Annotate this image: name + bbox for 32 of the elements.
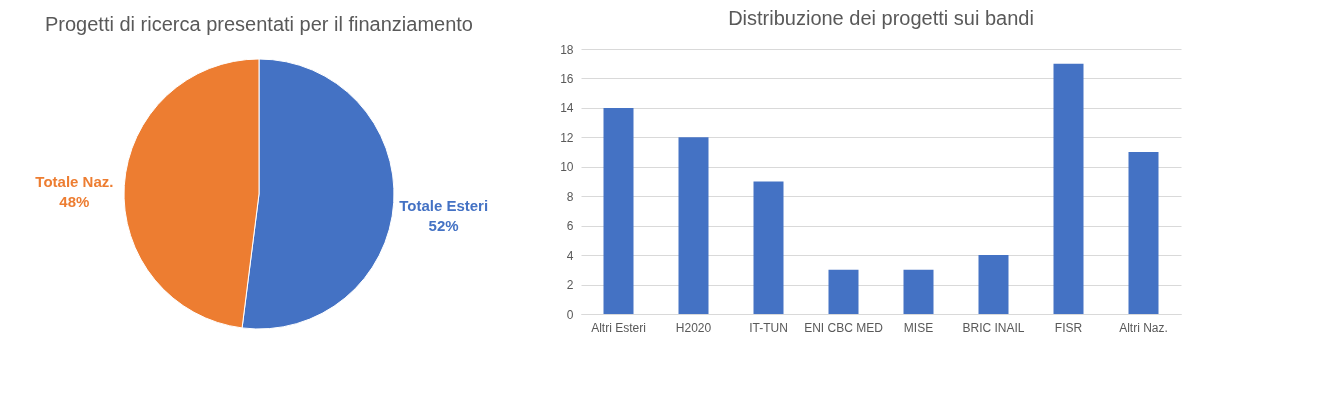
bar bbox=[1128, 152, 1159, 314]
bar bbox=[1053, 63, 1084, 314]
data-label: 48% bbox=[59, 193, 90, 211]
y-tick-label: 16 bbox=[560, 71, 574, 86]
bar bbox=[603, 107, 634, 314]
x-tick-label: FISR bbox=[1054, 320, 1083, 335]
y-tick-label: 2 bbox=[566, 278, 574, 293]
bar bbox=[753, 181, 784, 314]
y-tick-label: 8 bbox=[566, 189, 574, 204]
y-tick-label: 12 bbox=[560, 130, 574, 145]
y-tick-label: 14 bbox=[560, 101, 574, 116]
slice-label: Totale Naz. bbox=[35, 173, 114, 191]
slice-label: Totale Esteri bbox=[399, 196, 489, 214]
y-tick-label: 4 bbox=[566, 248, 574, 263]
bar bbox=[978, 255, 1009, 314]
y-tick-label: 10 bbox=[560, 160, 574, 175]
chart-title: Distribuzione dei progetti sui bandi bbox=[728, 7, 1034, 29]
bar bbox=[828, 269, 859, 314]
x-tick-label: ENI CBC MED bbox=[804, 320, 884, 335]
x-tick-label: Altri Naz. bbox=[1119, 320, 1168, 335]
y-tick-label: 6 bbox=[566, 219, 574, 234]
x-tick-label: Altri Esteri bbox=[591, 320, 646, 335]
x-tick-label: H2020 bbox=[675, 320, 712, 335]
bar bbox=[678, 137, 709, 314]
data-label: 52% bbox=[428, 216, 459, 234]
y-tick-label: 18 bbox=[560, 42, 574, 57]
x-tick-label: BRIC INAIL bbox=[962, 320, 1025, 335]
y-tick-label: 0 bbox=[566, 307, 574, 322]
x-tick-label: MISE bbox=[903, 320, 934, 335]
chart-title: Progetti di ricerca presentati per il finanziamento bbox=[45, 13, 473, 35]
bar bbox=[903, 269, 934, 314]
x-tick-label: IT-TUN bbox=[749, 320, 788, 335]
